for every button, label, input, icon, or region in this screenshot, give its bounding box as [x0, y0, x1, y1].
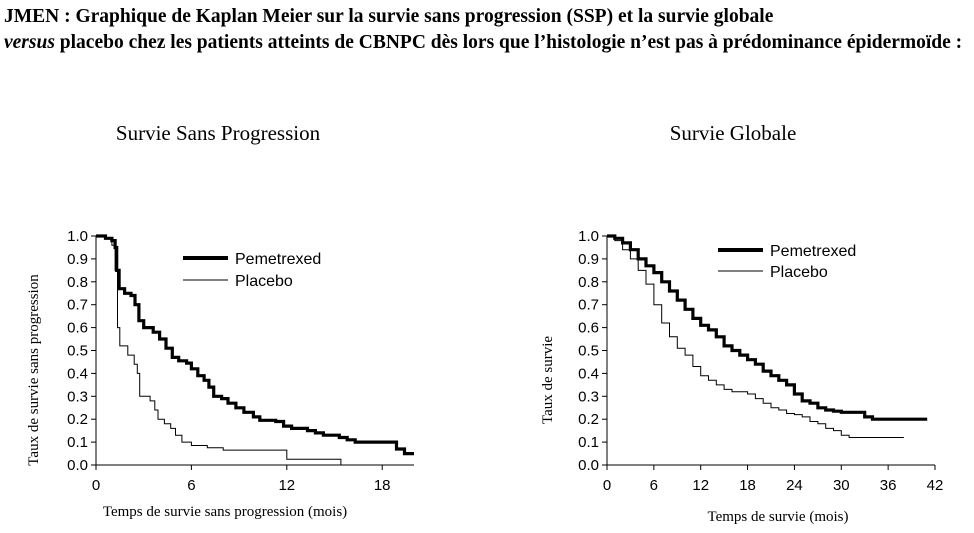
os-series-placebo — [607, 235, 904, 438]
pfs-x-tick-label: 18 — [374, 477, 391, 494]
os-x-tick-label: 30 — [833, 477, 850, 494]
pfs-y-tick-label: 0.0 — [67, 457, 88, 474]
pfs-y-tick-label: 0.9 — [67, 251, 88, 268]
os-series-pemetrexed — [607, 234, 928, 421]
os-x-tick-label: 42 — [927, 477, 944, 494]
pfs-series-pemetrexed — [96, 234, 414, 456]
legend-label-pemetrexed: Pemetrexed — [235, 251, 321, 268]
caption-text-2: placebo chez les patients atteints de CB… — [54, 32, 963, 53]
chart-pfs-x-axis-label: Temps de survie sans progression (mois) — [103, 504, 347, 520]
os-y-tick-label: 0.6 — [578, 320, 599, 337]
os-x-tick-label: 24 — [786, 477, 803, 494]
pfs-y-tick-label: 0.1 — [67, 434, 88, 451]
os-y-tick-label: 0.4 — [578, 365, 599, 382]
os-y-tick-label: 0.8 — [578, 274, 599, 291]
pfs-x-tick-label: 12 — [278, 477, 295, 494]
chart-pfs: Survie Sans Progression 0.00.10.20.30.40… — [26, 121, 414, 520]
pfs-x-tick-label: 6 — [187, 477, 195, 494]
os-x-tick-label: 12 — [692, 477, 709, 494]
os-y-tick-label: 1.0 — [578, 228, 599, 245]
chart-os: Survie Globale 0.00.10.20.30.40.50.60.70… — [540, 121, 943, 525]
os-y-tick-label: 0.3 — [578, 388, 599, 405]
legend-label-placebo: Placebo — [770, 264, 828, 281]
caption-text-italic: versus — [4, 32, 55, 53]
legend-label-placebo: Placebo — [235, 273, 293, 290]
os-y-tick-label: 0.7 — [578, 297, 599, 314]
pfs-x-tick-label: 0 — [92, 477, 100, 494]
chart-pfs-y-axis-label: Taux de survie sans progression — [26, 274, 42, 466]
os-y-tick-label: 0.1 — [578, 434, 599, 451]
pfs-series-placebo — [96, 235, 342, 465]
pfs-y-tick-label: 1.0 — [67, 228, 88, 245]
pfs-y-tick-label: 0.3 — [67, 388, 88, 405]
chart-os-legend: Pemetrexed Placebo — [718, 243, 856, 281]
legend-label-pemetrexed: Pemetrexed — [770, 243, 856, 260]
pfs-y-tick-label: 0.4 — [67, 365, 88, 382]
chart-pfs-plot-area: 0.0 0.1 0.2 0.3 0.4 0.5 0.6 0.7 0.8 0.9 1.0 0 6 12 18 — [67, 228, 414, 494]
chart-os-x-axis-label: Temps de survie (mois) — [707, 509, 848, 525]
os-x-tick-label: 0 — [603, 477, 611, 494]
chart-os-title: Survie Globale — [670, 121, 797, 145]
chart-pfs-legend: Pemetrexed Placebo — [183, 251, 321, 290]
chart-os-plot-area: 0.0 0.1 0.2 0.3 0.4 0.5 0.6 0.7 0.8 0.9 1.0 0 6 12 18 2… — [578, 228, 943, 494]
caption-text-1: JMEN : Graphique de Kaplan Meier sur la … — [4, 6, 774, 27]
os-x-tick-label: 6 — [650, 477, 658, 494]
chart-pfs-title: Survie Sans Progression — [116, 121, 321, 145]
os-y-tick-label: 0.9 — [578, 251, 599, 268]
pfs-y-tick-label: 0.6 — [67, 320, 88, 337]
os-y-tick-label: 0.0 — [578, 457, 599, 474]
os-x-tick-label: 36 — [880, 477, 897, 494]
os-x-tick-label: 18 — [739, 477, 756, 494]
pfs-y-tick-label: 0.5 — [67, 343, 88, 360]
pfs-y-tick-label: 0.8 — [67, 274, 88, 291]
os-y-tick-label: 0.2 — [578, 411, 599, 428]
pfs-y-tick-label: 0.2 — [67, 411, 88, 428]
pfs-y-tick-label: 0.7 — [67, 297, 88, 314]
figure-caption: JMEN : Graphique de Kaplan Meier sur la … — [4, 4, 964, 56]
chart-os-y-axis-label: Taux de survie — [540, 336, 556, 424]
os-y-tick-label: 0.5 — [578, 343, 599, 360]
